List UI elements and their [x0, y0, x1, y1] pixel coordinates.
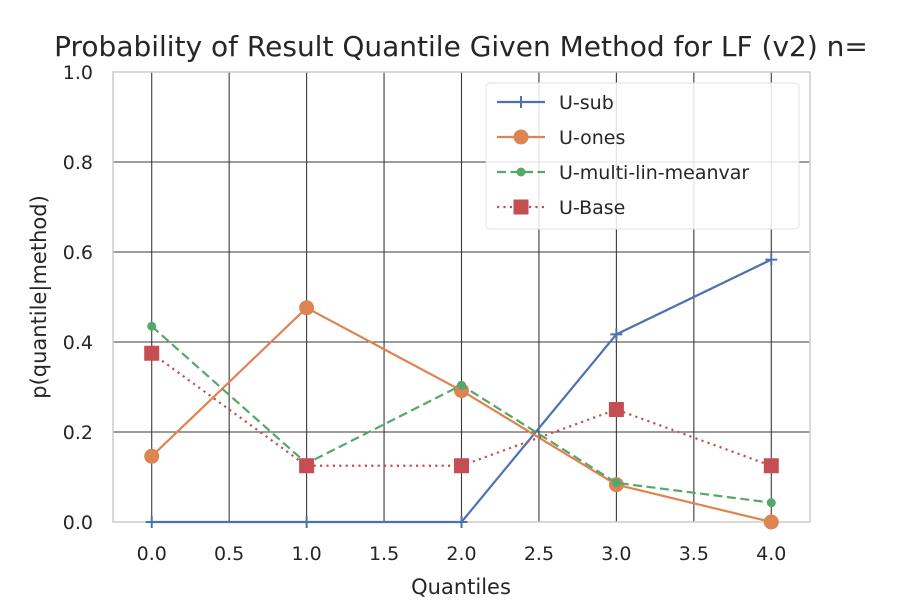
- x-tick-label: 2.0: [446, 543, 476, 565]
- legend-marker: [513, 199, 529, 215]
- legend-marker: [513, 129, 529, 145]
- y-tick-label: 0.2: [63, 422, 93, 444]
- data-point: [144, 448, 160, 464]
- y-tick-label: 1.0: [63, 62, 93, 84]
- data-point: [608, 402, 624, 417]
- x-tick-label: 1.0: [292, 543, 322, 565]
- legend-label: U-Base: [559, 197, 625, 219]
- chart-title: Probability of Result Quantile Given Met…: [54, 30, 868, 63]
- x-tick-label: 1.5: [369, 543, 399, 565]
- legend-marker: [515, 96, 527, 108]
- data-point: [766, 498, 776, 508]
- series-layer: [144, 253, 779, 530]
- legend: U-sub U-ones U-multi-lin-meanvar U-Base: [485, 82, 800, 230]
- legend-entry-U-multi-lin-meanvar: U-multi-lin-meanvar: [497, 162, 749, 184]
- data-point: [763, 458, 779, 474]
- data-point: [455, 516, 468, 528]
- x-tick-label: 3.5: [679, 543, 709, 565]
- y-tick-label: 0.4: [63, 332, 93, 354]
- legend-entry-U-Base: U-Base: [497, 197, 625, 219]
- data-point: [144, 345, 160, 361]
- data-point: [300, 516, 313, 528]
- data-point: [145, 516, 158, 528]
- y-tick-label: 0.6: [63, 242, 93, 264]
- data-point: [454, 458, 469, 474]
- x-tick-label: 0.0: [137, 543, 167, 565]
- legend-label: U-multi-lin-meanvar: [559, 162, 749, 184]
- legend-label: U-sub: [559, 92, 614, 114]
- x-tick-label: 3.0: [601, 543, 631, 565]
- y-tick-label: 0.0: [63, 512, 93, 534]
- data-point: [147, 321, 157, 331]
- series-U-sub: [145, 253, 778, 528]
- data-point: [299, 300, 315, 316]
- x-axis-label: Quantiles: [411, 575, 511, 599]
- x-tick-label: 4.0: [756, 543, 786, 565]
- legend-entry-U-sub: U-sub: [497, 92, 614, 114]
- data-point: [611, 478, 621, 488]
- data-point: [610, 328, 623, 341]
- y-axis-label: p(quantile|method): [27, 195, 52, 399]
- legend-box: [485, 82, 800, 230]
- data-point: [457, 380, 466, 390]
- y-tick-label: 0.8: [63, 152, 93, 174]
- series-U-Base: [144, 345, 779, 474]
- legend-marker: [516, 167, 526, 177]
- data-point: [763, 514, 779, 530]
- x-tick-label: 0.5: [214, 543, 244, 565]
- data-point: [765, 253, 778, 266]
- data-point: [299, 458, 315, 474]
- legend-entry-U-ones: U-ones: [497, 127, 625, 149]
- axes: 0.0 0.5 1.0 1.5 2.0 2.5 3.0 3.5 4.0 0.0 0.2 0.4 0.6 0…: [63, 62, 811, 565]
- legend-label: U-ones: [559, 127, 625, 149]
- x-tick-label: 2.5: [524, 543, 554, 565]
